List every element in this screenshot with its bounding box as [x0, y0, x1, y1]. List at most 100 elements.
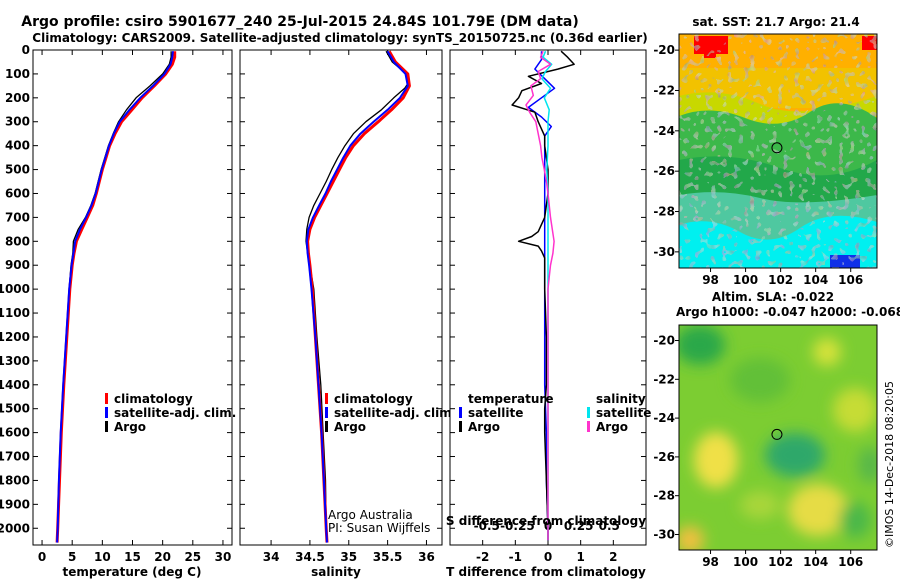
salinity-axes — [239, 49, 443, 546]
map-x-tick-label: 102 — [768, 555, 793, 569]
x-tick-label: 5 — [68, 550, 76, 564]
x-tick-label: 34 — [263, 550, 280, 564]
map-x-tick-label: 104 — [803, 273, 828, 287]
map-y-tick-label: -28 — [653, 205, 675, 219]
figure-title: Argo profile: csiro 5901677_240 25-Jul-2… — [21, 14, 579, 30]
map-y-tick-label: -30 — [653, 527, 675, 541]
map-x-tick-label: 98 — [702, 555, 719, 569]
x-tick-label: 0 — [544, 550, 552, 564]
legend-satellite-swatch — [325, 407, 328, 418]
legend-s-argo-swatch — [587, 421, 590, 432]
x-tick-label: 20 — [154, 550, 171, 564]
x-tick-label: 35 — [340, 550, 357, 564]
s-tick-label: 0.5 — [599, 519, 620, 533]
map-y-tick-label: -24 — [653, 411, 675, 425]
y-tick-label: 1000 — [0, 282, 30, 296]
legend-argo-swatch — [105, 421, 108, 432]
x-tick-label: 34.5 — [295, 550, 325, 564]
x-tick-label: -1 — [509, 550, 522, 564]
map-x-tick-label: 98 — [702, 273, 719, 287]
x-tick-label: 30 — [215, 550, 232, 564]
salinity-xlabel: salinity — [311, 565, 361, 579]
map-y-tick-label: -30 — [653, 245, 675, 259]
sst-map-argo-marker — [771, 142, 783, 154]
map-y-tick-label: -20 — [653, 43, 675, 57]
legend-climatology-swatch — [105, 393, 108, 404]
salinity-panel: 34 34.5 35 35.5 36 salinity climatology sate… — [239, 49, 456, 579]
sst-map-panel: sat. SST: 21.7 Argo: 21.4 — [653, 15, 878, 287]
map-y-tick-label: -26 — [653, 450, 675, 464]
y-tick-label: 1300 — [0, 354, 30, 368]
map-x-tick-label: 100 — [733, 273, 758, 287]
temperature-panel: 0100200300400500600700800900100011001200… — [0, 43, 236, 579]
map-x-tick-label: 102 — [768, 273, 793, 287]
legend-argo-swatch — [325, 421, 328, 432]
map-y-tick-label: -22 — [653, 83, 675, 97]
sla-map-panel: Altim. SLA: -0.022 Argo h1000: -0.047 h2… — [653, 290, 900, 569]
y-tick-label: 600 — [5, 186, 30, 200]
s-tick-label: 0.25 — [564, 519, 594, 533]
legend-argo: Argo — [334, 420, 366, 434]
y-tick-label: 1200 — [0, 330, 30, 344]
y-tick-label: 1400 — [0, 378, 30, 392]
map-x-tick-label: 106 — [838, 555, 863, 569]
s-tick-label: -0.25 — [500, 519, 535, 533]
map-y-tick-label: -22 — [653, 372, 675, 386]
y-tick-label: 1500 — [0, 402, 30, 416]
legend-argo: Argo — [114, 420, 146, 434]
difference-panel: -2 -1 0 1 2-0.5 -0.25 0 0.25 0.5 S difference fr… — [446, 49, 651, 579]
s-tick-label: -0.5 — [474, 519, 500, 533]
legend-salinity-title: salinity — [596, 392, 646, 406]
map-x-tick-label: 100 — [733, 555, 758, 569]
map-y-tick-label: -24 — [653, 124, 675, 138]
map-x-tick-label: 106 — [838, 273, 863, 287]
x-tick-label: 36 — [418, 550, 435, 564]
legend-satellite-swatch — [105, 407, 108, 418]
legend-s-satellite-swatch — [587, 407, 590, 418]
legend-s-argo: Argo — [596, 420, 628, 434]
sst-map-title: sat. SST: 21.7 Argo: 21.4 — [692, 15, 859, 29]
x-tick-label: 15 — [124, 550, 141, 564]
legend-s-satellite: satellite — [596, 406, 651, 420]
legend-t-satellite-swatch — [459, 407, 462, 418]
series-argo — [305, 50, 411, 541]
legend-t-satellite: satellite — [468, 406, 523, 420]
sst-map-image — [679, 34, 877, 268]
sst-map-frame — [678, 33, 878, 269]
y-tick-label: 300 — [5, 115, 30, 129]
y-tick-label: 100 — [5, 67, 30, 81]
legend-climatology: climatology — [114, 392, 193, 406]
y-tick-label: 1100 — [0, 306, 30, 320]
y-tick-label: 1700 — [0, 450, 30, 464]
difference-xlabel: T difference from climatology — [446, 565, 646, 579]
legend-t-argo: Argo — [468, 420, 500, 434]
temperature-legend: climatology satellite-adj. clim. Argo — [105, 392, 236, 434]
legend-t-argo-swatch — [459, 421, 462, 432]
y-tick-label: 200 — [5, 91, 30, 105]
x-tick-label: 2 — [609, 550, 617, 564]
sla-map-title: Altim. SLA: -0.022 — [712, 290, 834, 304]
difference-top-xlabel: S difference from climatology — [446, 514, 646, 528]
series-satellite-adj-clim- — [56, 51, 174, 543]
x-tick-label: 1 — [576, 550, 584, 564]
legend-climatology-swatch — [325, 393, 328, 404]
temperature-axes — [32, 49, 233, 546]
imos-stamp: ©IMOS 14-Dec-2018 08:20:05 — [883, 381, 896, 548]
y-tick-label: 500 — [5, 163, 30, 177]
x-tick-label: 10 — [94, 550, 111, 564]
series-t-argo — [511, 50, 575, 541]
salinity-legend: climatology satellite-adj. clim. Argo — [325, 392, 456, 434]
sla-map-frame — [678, 324, 878, 551]
y-tick-label: 0 — [22, 43, 30, 57]
x-tick-label: 0 — [38, 550, 46, 564]
y-tick-label: 700 — [5, 210, 30, 224]
legend-temperature-title: temperature — [468, 392, 553, 406]
y-tick-label: 1900 — [0, 497, 30, 511]
legend-climatology: climatology — [334, 392, 413, 406]
legend-satellite: satellite-adj. clim. — [334, 406, 456, 420]
y-tick-label: 900 — [5, 258, 30, 272]
map-y-tick-label: -28 — [653, 489, 675, 503]
y-tick-label: 800 — [5, 234, 30, 248]
y-tick-label: 2000 — [0, 521, 30, 535]
